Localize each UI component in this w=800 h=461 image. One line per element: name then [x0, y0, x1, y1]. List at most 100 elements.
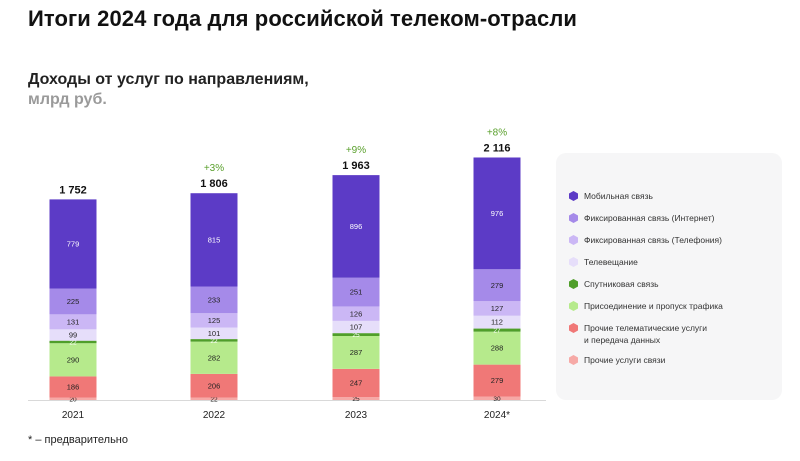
bar-segment [473, 331, 521, 365]
legend-item: Прочие телематические услуги и передача д… [569, 322, 708, 346]
data-label: 22 [210, 338, 218, 345]
hexagon-icon [569, 257, 578, 267]
legend-label: Присоединение и пропуск трафика [584, 301, 723, 311]
data-label: 107 [350, 323, 363, 332]
bar-segment [49, 340, 97, 344]
legend-label: и передача данных [584, 335, 661, 345]
growth-label: +9% [346, 145, 366, 156]
footnote: * – предварительно [28, 434, 128, 446]
hexagon-icon [569, 279, 578, 289]
bar-segment [473, 157, 521, 270]
bar-segment [473, 328, 521, 332]
data-label: 126 [350, 309, 363, 318]
data-label: 186 [67, 383, 80, 392]
data-label: 282 [208, 353, 221, 362]
legend-item: Фиксированная связь (Телефония) [569, 234, 722, 246]
x-tick-label: 2023 [345, 410, 368, 421]
data-label: 815 [208, 235, 221, 244]
data-label: 25 [352, 396, 360, 403]
data-label: 233 [208, 295, 221, 304]
bar-segment [473, 301, 521, 316]
bar-segment [190, 397, 238, 400]
bar-total-label: 1 963 [342, 160, 370, 172]
bar-total-label: 1 752 [59, 184, 87, 196]
legend-item: Телевещание [569, 256, 638, 268]
bar-segment [190, 373, 238, 398]
x-tick-label: 2024* [484, 410, 510, 421]
bar-segment [332, 335, 380, 369]
growth-label: +8% [487, 127, 507, 138]
data-label: 20 [69, 396, 77, 403]
data-label: 112 [491, 318, 503, 327]
data-label: 976 [491, 209, 504, 218]
x-tick-label: 2021 [62, 410, 85, 421]
chart-legend: Мобильная связь Фиксированная связь (Инте… [556, 153, 782, 400]
data-label: 247 [350, 379, 363, 388]
data-label: 251 [350, 288, 363, 297]
legend-label: Фиксированная связь (Телефония) [584, 235, 722, 245]
data-label: 287 [350, 348, 363, 357]
data-label: 127 [491, 304, 504, 313]
chart-subtitle: Доходы от услуг по направлениям, [28, 71, 309, 88]
bar-segment [190, 339, 238, 342]
bar-segment [332, 306, 380, 321]
legend-item: Присоединение и пропуск трафика [569, 300, 723, 312]
legend-label: Фиксированная связь (Интернет) [584, 213, 715, 223]
bar-segment [473, 315, 521, 329]
legend-item: Прочие услуги связи [569, 354, 666, 366]
legend-label: Спутниковая связь [584, 279, 659, 289]
growth-label: +3% [204, 163, 224, 174]
hexagon-icon [569, 323, 578, 333]
data-label: 290 [67, 355, 80, 364]
bar-segment [332, 320, 380, 334]
bar-segment [49, 314, 97, 330]
data-label: 99 [69, 331, 77, 340]
data-label: 206 [208, 381, 221, 390]
data-label: 896 [350, 222, 363, 231]
hexagon-icon [569, 235, 578, 245]
legend-item: Фиксированная связь (Интернет) [569, 212, 715, 224]
bar-segment [190, 193, 238, 287]
bar-segment [190, 341, 238, 374]
data-label: 25 [352, 332, 360, 339]
legend-label: Прочие услуги связи [584, 355, 666, 365]
bar-segment [332, 397, 380, 400]
bar-segment [473, 364, 521, 397]
data-label: 101 [208, 329, 221, 338]
hexagon-icon [569, 301, 578, 311]
legend-label: Мобильная связь [584, 191, 653, 201]
bar-segment [49, 329, 97, 341]
page-title: Итоги 2024 года для российской телеком-о… [28, 6, 578, 31]
data-label: 279 [491, 281, 504, 290]
bar-segment [332, 333, 380, 336]
data-label: 22 [69, 340, 77, 347]
data-label: 22 [210, 396, 218, 403]
bar-segment [49, 376, 97, 398]
bar-segment [473, 396, 521, 400]
legend-label: Прочие телематические услуги [584, 323, 708, 333]
bar-segment [49, 288, 97, 315]
bar-segment [332, 368, 380, 398]
legend-item: Спутниковая связь [569, 278, 659, 290]
bar-segment [49, 199, 97, 289]
data-label: 30 [493, 396, 501, 403]
hexagon-icon [569, 355, 578, 365]
bar-segment [190, 286, 238, 314]
bar-segment [49, 397, 97, 400]
bar-total-label: 2 116 [484, 142, 511, 154]
x-tick-label: 2022 [203, 410, 226, 421]
data-label: 125 [208, 316, 221, 325]
legend-label: Телевещание [584, 257, 638, 267]
bar-segment [332, 277, 380, 307]
bar-segment [473, 269, 521, 302]
hexagon-icon [569, 213, 578, 223]
data-label: 288 [491, 344, 504, 353]
chart-unit: млрд руб. [28, 91, 107, 108]
data-label: 131 [67, 317, 80, 326]
bar-segment [190, 313, 238, 328]
data-label: 279 [491, 376, 504, 385]
data-label: 225 [67, 297, 80, 306]
data-label: 779 [67, 240, 80, 249]
data-label: 27 [493, 328, 501, 335]
